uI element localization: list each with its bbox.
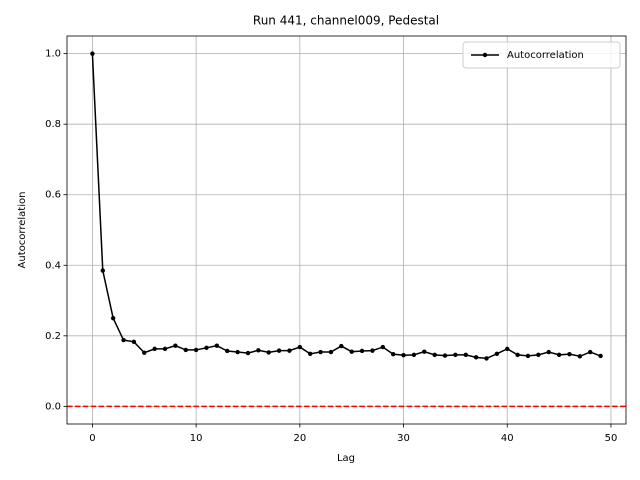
plot-frame [66,35,627,425]
data-point [359,348,365,354]
data-point [100,268,105,273]
data-point [245,350,251,356]
data-point [297,344,303,350]
data-point [235,349,240,355]
data-point [339,343,344,349]
data-point [183,347,188,353]
data-point [162,346,168,352]
data-point [256,348,261,353]
data-point [225,348,230,354]
data-point [142,350,147,355]
data-point [536,352,541,358]
data-point [442,353,448,358]
data-point [588,349,593,355]
data-point [525,353,531,359]
data-point [556,352,562,358]
legend-marker [482,52,488,58]
legend-box [462,41,621,69]
series-line [91,53,601,360]
data-point [567,351,572,357]
data-point [463,352,468,358]
data-point [505,346,510,352]
data-point [390,351,396,357]
data-point [276,348,282,353]
data-point [90,51,95,56]
data-point [266,350,271,355]
data-point [484,356,489,361]
y-tick-label: 0.6 [45,190,61,201]
x-tick-label: 50 [605,433,618,444]
x-tick-label: 0 [89,433,95,444]
y-tick-label: 0.4 [45,260,61,271]
y-tick-label: 1.0 [45,49,61,60]
data-point [401,353,406,358]
y-tick-label: 0.2 [45,331,61,342]
data-point [370,348,375,353]
chart-title: Run 441, channel009, Pedestal [253,14,439,28]
data-point [380,344,385,350]
data-point [131,339,137,345]
data-point [318,349,323,355]
data-point [422,349,427,354]
y-tick-label: 0.0 [45,401,61,412]
x-tick-label: 20 [293,433,306,444]
legend-label: Autocorrelation [507,50,584,61]
data-point [110,315,116,321]
data-point [432,352,437,358]
y-tick-label: 0.8 [45,119,61,130]
data-point [349,349,354,354]
x-tick-label: 10 [190,433,203,444]
y-axis-label: Autocorrelation [17,192,28,269]
x-tick-label: 30 [397,433,410,444]
data-point [173,343,178,348]
x-tick-label: 40 [501,433,514,444]
data-point [308,351,313,357]
data-point [152,346,157,352]
data-point [214,343,220,348]
x-axis-label: Lag [337,453,355,464]
data-point [494,351,500,357]
data-point [204,345,209,351]
data-point [577,354,583,359]
data-point [193,347,199,353]
data-point [515,352,520,358]
data-point [473,355,479,360]
data-point [453,352,458,358]
data-point [598,353,603,359]
data-point [328,349,334,355]
data-point [546,349,551,355]
data-point [411,352,417,358]
data-point [121,337,126,343]
data-point [287,348,292,353]
